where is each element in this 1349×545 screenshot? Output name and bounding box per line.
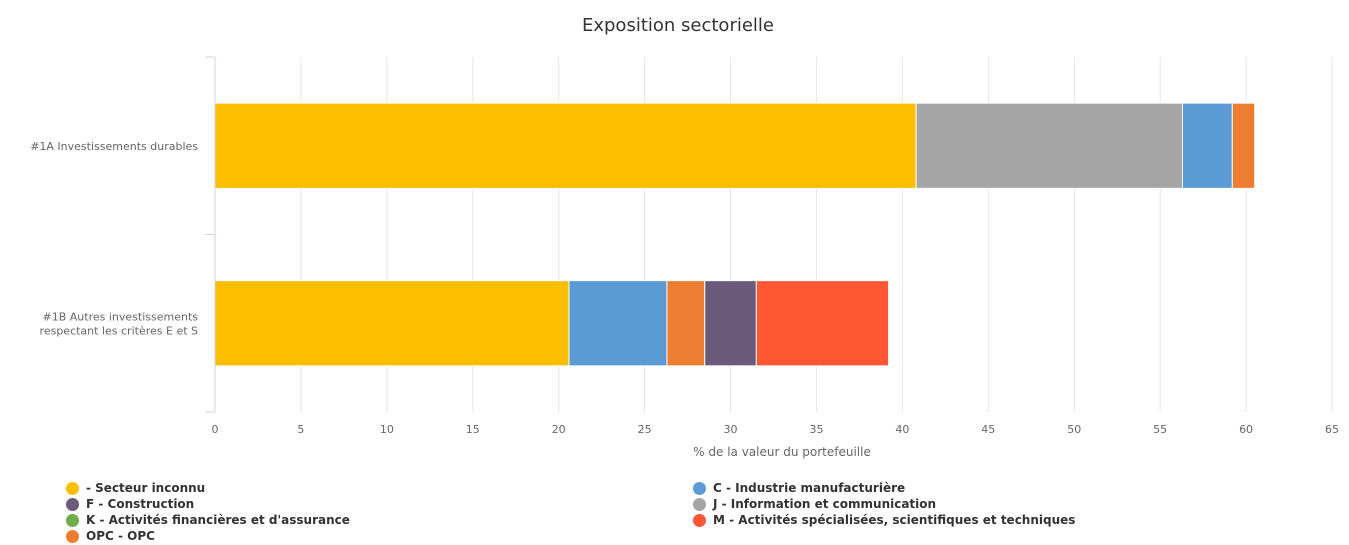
- category-label: respectant les critères E et S: [40, 324, 198, 337]
- x-tick-label: 65: [1325, 423, 1339, 436]
- category-labels: #1A Investissements durables #1B Autres i…: [30, 140, 198, 338]
- bar-segment[interactable]: [704, 280, 757, 367]
- bar-segment[interactable]: [568, 280, 668, 367]
- x-tick-label: 0: [212, 423, 219, 436]
- legend-item[interactable]: M - Activités spécialisées, scientifique…: [693, 512, 1075, 528]
- legend-item[interactable]: J - Information et communication: [693, 496, 936, 512]
- legend-marker-icon: [66, 513, 79, 527]
- legend-marker-icon: [66, 529, 79, 543]
- category-label: #1A Investissements durables: [30, 140, 198, 153]
- legend-item[interactable]: F - Construction: [66, 496, 194, 512]
- legend-label: M - Activités spécialisées, scientifique…: [713, 513, 1076, 527]
- x-tick-labels: 0 5 10 15 20 25 30 35 40 45 50 55 60 65: [212, 423, 1340, 436]
- legend-marker-icon: [66, 497, 79, 511]
- x-tick-label: 55: [1153, 423, 1167, 436]
- chart-title: Exposition sectorielle: [582, 15, 774, 36]
- x-tick-label: 40: [895, 423, 909, 436]
- legend-label: F - Construction: [86, 497, 195, 511]
- legend-item[interactable]: C - Industrie manufacturière: [693, 480, 905, 496]
- legend-marker-icon: [693, 513, 706, 527]
- bar-segment[interactable]: [755, 280, 890, 367]
- legend-item[interactable]: - Secteur inconnu: [66, 480, 205, 496]
- bar-segment[interactable]: [1231, 102, 1256, 189]
- x-tick-label: 15: [466, 423, 480, 436]
- x-tick-label: 10: [380, 423, 394, 436]
- x-tick-label: 5: [297, 423, 304, 436]
- x-axis-title: % de la valeur du portefeuille: [693, 445, 871, 459]
- legend-label: C - Industrie manufacturière: [713, 481, 906, 495]
- x-tick-label: 60: [1239, 423, 1253, 436]
- legend-label: J - Information et communication: [713, 497, 937, 511]
- bar-segment[interactable]: [214, 280, 570, 367]
- legend-item[interactable]: OPC - OPC: [66, 528, 155, 544]
- legend-marker-icon: [66, 481, 79, 495]
- bar-segment[interactable]: [214, 102, 917, 189]
- x-tick-label: 50: [1067, 423, 1081, 436]
- category-label: #1B Autres investissements: [43, 310, 199, 323]
- x-tick-label: 25: [638, 423, 652, 436]
- legend-item[interactable]: K - Activités financières et d'assurance: [66, 512, 350, 528]
- legend-label: OPC - OPC: [86, 529, 155, 543]
- bar-segment[interactable]: [1181, 102, 1233, 189]
- bar-segment[interactable]: [666, 280, 706, 367]
- x-tick-label: 30: [724, 423, 738, 436]
- axes: [205, 56, 216, 413]
- bar-segment[interactable]: [915, 102, 1183, 189]
- bar-segments: [214, 102, 1256, 367]
- legend-label: K - Activités financières et d'assurance: [86, 513, 350, 527]
- x-tick-label: 20: [552, 423, 566, 436]
- x-tick-label: 35: [809, 423, 823, 436]
- legend-marker-icon: [693, 497, 706, 511]
- x-tick-label: 45: [981, 423, 995, 436]
- legend-label: - Secteur inconnu: [86, 481, 206, 495]
- legend-marker-icon: [693, 481, 706, 495]
